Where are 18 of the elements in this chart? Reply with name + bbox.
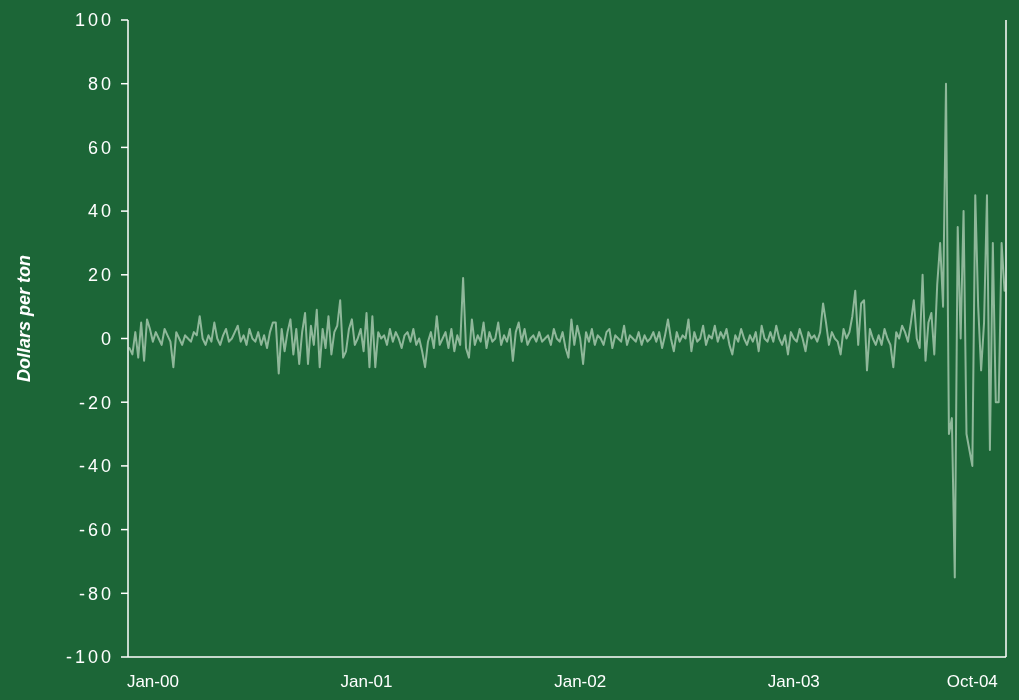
y-tick-label: 0 xyxy=(100,328,114,349)
y-tick-label: -80 xyxy=(78,583,114,604)
x-tick-label: Jan-03 xyxy=(767,672,820,691)
y-tick-label: 20 xyxy=(87,265,114,286)
y-tick-label: -40 xyxy=(78,456,114,477)
x-tick-label: Oct-04 xyxy=(946,672,998,691)
y-tick-label: 40 xyxy=(87,201,114,222)
y-axis-title: Dollars per ton xyxy=(14,254,34,383)
x-tick-label: Jan-02 xyxy=(554,672,607,691)
y-tick-label: -20 xyxy=(78,392,114,413)
x-tick-label: Jan-00 xyxy=(126,672,179,691)
y-tick-label: -60 xyxy=(78,519,114,540)
y-tick-label: -100 xyxy=(65,647,114,668)
y-tick-label: 80 xyxy=(87,74,114,94)
x-tick-label: Jan-01 xyxy=(340,672,393,691)
line-series xyxy=(128,82,1006,579)
y-tick-label: 100 xyxy=(74,10,114,31)
y-tick-label: 60 xyxy=(87,137,114,158)
